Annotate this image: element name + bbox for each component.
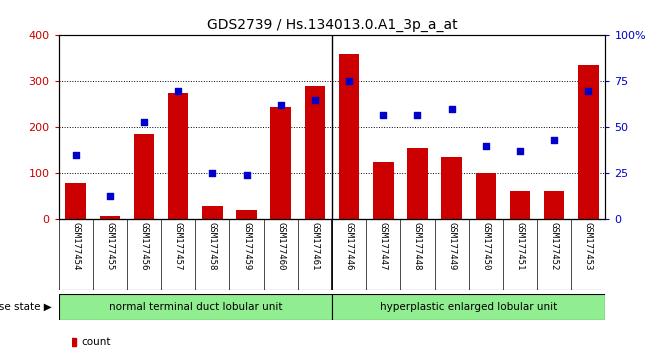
Bar [168,93,189,219]
Text: GSM177451: GSM177451 [516,222,525,270]
Text: hyperplastic enlarged lobular unit: hyperplastic enlarged lobular unit [380,302,557,312]
Text: GSM177452: GSM177452 [549,222,559,270]
Bar [271,107,291,219]
Text: GSM177453: GSM177453 [584,222,593,270]
Text: GSM177460: GSM177460 [276,222,285,270]
Bar [65,183,86,219]
Point [70,152,81,158]
Point [447,106,457,112]
Text: normal terminal duct lobular unit: normal terminal duct lobular unit [109,302,282,312]
Point [173,88,184,93]
Point [412,112,422,118]
Bar [578,65,598,219]
Point [378,112,389,118]
Bar [134,134,154,219]
Text: GSM177450: GSM177450 [481,222,490,270]
Title: GDS2739 / Hs.134013.0.A1_3p_a_at: GDS2739 / Hs.134013.0.A1_3p_a_at [207,18,457,32]
Bar [373,162,393,219]
Point [207,171,217,176]
Bar [339,54,359,219]
Text: GSM177461: GSM177461 [311,222,320,270]
Bar [441,157,462,219]
Text: count: count [81,337,111,347]
Point [275,103,286,108]
Text: GSM177459: GSM177459 [242,222,251,270]
Point [242,172,252,178]
Text: GSM177458: GSM177458 [208,222,217,270]
Point [344,79,354,84]
Text: GSM177454: GSM177454 [71,222,80,270]
Point [480,143,491,149]
Bar [236,210,256,219]
Bar [100,216,120,219]
Text: GSM177449: GSM177449 [447,222,456,270]
Text: GSM177455: GSM177455 [105,222,115,270]
Text: disease state ▶: disease state ▶ [0,302,52,312]
Point [139,119,149,125]
Bar [59,294,332,320]
Bar [332,294,605,320]
Bar [202,206,223,219]
Point [310,97,320,103]
Point [583,88,594,93]
Bar [544,191,564,219]
Point [515,149,525,154]
Text: GSM177448: GSM177448 [413,222,422,270]
Text: GSM177447: GSM177447 [379,222,388,270]
Text: GSM177456: GSM177456 [139,222,148,270]
Point [105,193,115,198]
Bar [510,191,530,219]
Bar [475,173,496,219]
Text: GSM177457: GSM177457 [174,222,183,270]
Bar [408,148,428,219]
Bar [305,86,325,219]
Text: GSM177446: GSM177446 [344,222,353,270]
Point [549,137,559,143]
